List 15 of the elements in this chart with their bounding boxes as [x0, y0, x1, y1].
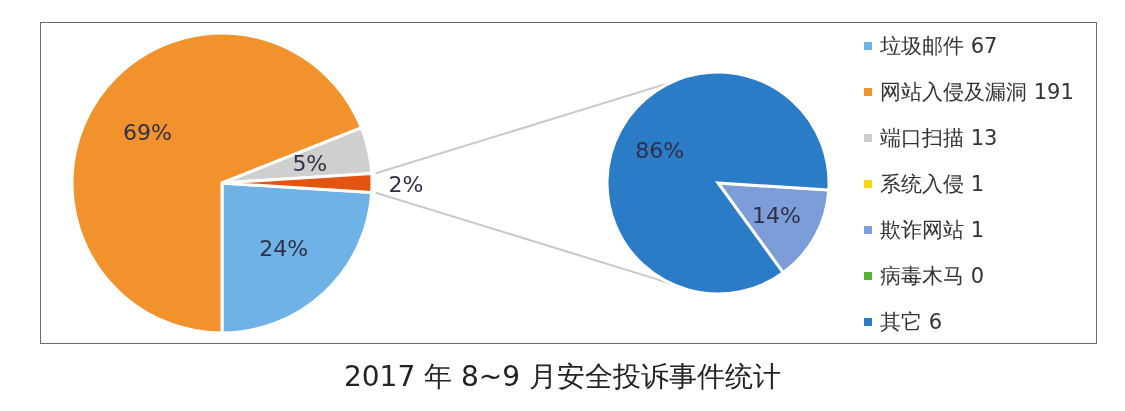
pie-slice [605, 70, 831, 296]
data-label: 2% [388, 171, 424, 197]
data-label: 86% [635, 138, 685, 164]
legend-label: 网站入侵及漏洞 191 [880, 79, 1074, 106]
data-label: 69% [123, 119, 173, 145]
legend-label: 其它 6 [880, 309, 943, 336]
data-label: 14% [751, 202, 801, 228]
legend-label: 欺诈网站 1 [880, 217, 985, 244]
data-label: 5% [292, 150, 328, 176]
text: 2017 年 8~9 月安全投诉事件统计 [342, 360, 783, 394]
legend-label: 垃圾邮件 67 [880, 33, 998, 60]
legend-label: 病毒木马 0 [880, 263, 985, 290]
legend-label: 端口扫描 13 [880, 125, 998, 152]
legend-label: 系统入侵 1 [880, 171, 985, 198]
data-label: 24% [259, 236, 309, 262]
